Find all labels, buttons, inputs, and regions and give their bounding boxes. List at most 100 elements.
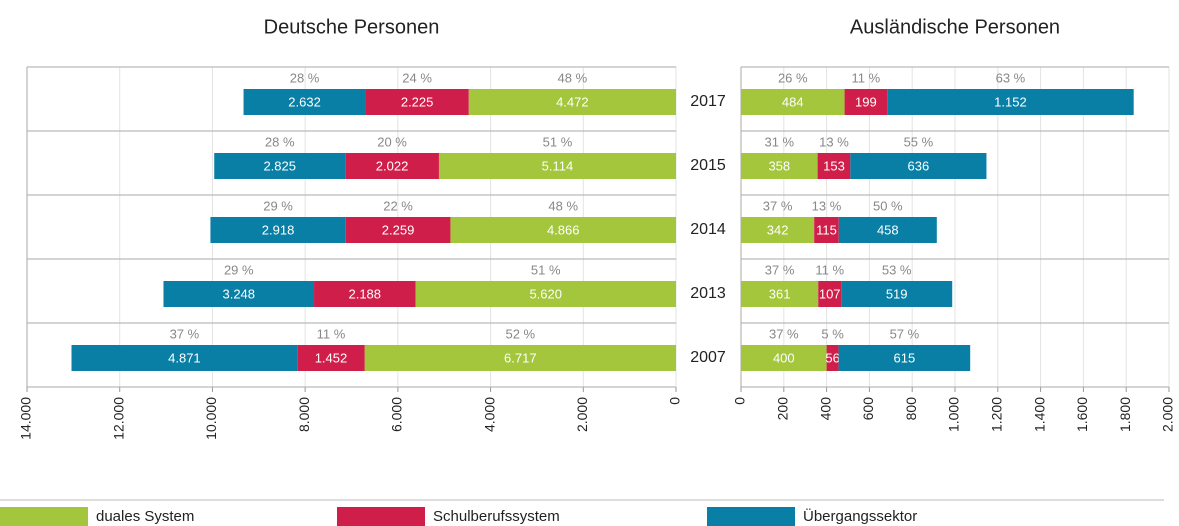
legend-swatch: [337, 507, 425, 526]
bar-segment: [838, 345, 971, 371]
bar-segment: [850, 153, 987, 179]
bar-segment: [741, 217, 815, 243]
share-label: 24 %: [402, 70, 432, 85]
bar-segment: [71, 345, 298, 371]
value-label: 6.717: [504, 350, 537, 365]
legend-label: Schulberufssystem: [433, 508, 560, 525]
bar-segment: [345, 217, 451, 243]
value-label: 2.259: [382, 222, 415, 237]
bar-segment: [838, 217, 937, 243]
bar-segment: [314, 281, 416, 307]
x-tick-label: 8.000: [296, 397, 312, 432]
x-tick-label: 2.000: [574, 397, 590, 432]
share-label: 37 %: [170, 326, 200, 341]
x-tick-label: 400: [817, 397, 833, 421]
value-label: 519: [886, 286, 908, 301]
value-label: 5.114: [542, 158, 574, 173]
bar-segment: [741, 89, 845, 115]
x-tick-label: 1.800: [1117, 397, 1133, 432]
value-label: 199: [855, 94, 877, 109]
x-tick-label: 4.000: [481, 397, 497, 432]
value-label: 615: [894, 350, 916, 365]
x-tick-label: 0: [667, 397, 683, 405]
legend-swatch: [0, 507, 88, 526]
value-label: 2.022: [376, 158, 409, 173]
share-label: 29 %: [263, 198, 293, 213]
share-label: 11 %: [317, 326, 346, 341]
x-tick-label: 2.000: [1160, 397, 1176, 432]
x-tick-label: 1.200: [989, 397, 1005, 432]
share-label: 13 %: [812, 198, 842, 213]
x-tick-label: 10.000: [203, 397, 219, 440]
value-label: 2.188: [348, 286, 381, 301]
share-label: 20 %: [377, 134, 407, 149]
bar-segment: [297, 345, 365, 371]
value-label: 358: [768, 158, 790, 173]
share-label: 48 %: [548, 198, 578, 213]
share-label: 63 %: [996, 70, 1026, 85]
bar-segment: [210, 217, 346, 243]
share-label: 13 %: [819, 134, 849, 149]
bar-segment: [345, 153, 439, 179]
value-label: 400: [773, 350, 795, 365]
bar-segment: [826, 345, 839, 371]
share-label: 57 %: [890, 326, 920, 341]
category-label: 2014: [690, 221, 726, 238]
share-label: 5 %: [821, 326, 844, 341]
bar-segment: [163, 281, 315, 307]
bar-segment: [450, 217, 676, 243]
share-label: 37 %: [763, 198, 793, 213]
value-label: 5.620: [529, 286, 562, 301]
share-label: 22 %: [383, 198, 413, 213]
share-label: 55 %: [904, 134, 934, 149]
x-tick-label: 14.000: [18, 397, 34, 440]
bar-segment: [841, 281, 953, 307]
x-tick-label: 600: [860, 397, 876, 421]
bar-segment: [741, 153, 818, 179]
category-label: 2017: [690, 93, 726, 110]
value-label: 4.866: [547, 222, 580, 237]
bar-segment: [844, 89, 888, 115]
share-label: 37 %: [765, 262, 795, 277]
value-label: 2.632: [288, 94, 321, 109]
share-label: 28 %: [290, 70, 320, 85]
bar-segment: [741, 345, 827, 371]
category-label: 2013: [690, 285, 726, 302]
bar-segment: [438, 153, 676, 179]
value-label: 2.918: [262, 222, 295, 237]
value-label: 2.225: [401, 94, 434, 109]
value-label: 107: [819, 286, 841, 301]
share-label: 11 %: [815, 262, 844, 277]
share-label: 26 %: [778, 70, 808, 85]
x-tick-label: 6.000: [389, 397, 405, 432]
value-label: 3.248: [222, 286, 255, 301]
value-label: 1.152: [994, 94, 1027, 109]
share-label: 52 %: [505, 326, 535, 341]
share-label: 51 %: [543, 134, 573, 149]
share-label: 50 %: [873, 198, 903, 213]
category-label: 2007: [690, 349, 726, 366]
x-tick-label: 0: [732, 397, 748, 405]
bar-segment: [214, 153, 346, 179]
value-label: 361: [769, 286, 791, 301]
legend-swatch: [707, 507, 795, 526]
value-label: 636: [908, 158, 930, 173]
x-tick-label: 1.400: [1031, 397, 1047, 432]
value-label: 458: [877, 222, 899, 237]
x-tick-label: 800: [903, 397, 919, 421]
value-label: 153: [823, 158, 845, 173]
bar-segment: [814, 217, 839, 243]
chart-title: Ausländische Personen: [850, 16, 1060, 38]
value-label: 4.871: [168, 350, 201, 365]
bar-segment: [364, 345, 676, 371]
value-label: 1.452: [315, 350, 348, 365]
share-label: 48 %: [558, 70, 588, 85]
share-label: 11 %: [852, 70, 881, 85]
share-label: 37 %: [769, 326, 799, 341]
value-label: 56: [825, 350, 839, 365]
category-label: 2015: [690, 157, 726, 174]
bar-segment: [468, 89, 676, 115]
share-label: 53 %: [882, 262, 912, 277]
x-tick-label: 12.000: [110, 397, 126, 440]
